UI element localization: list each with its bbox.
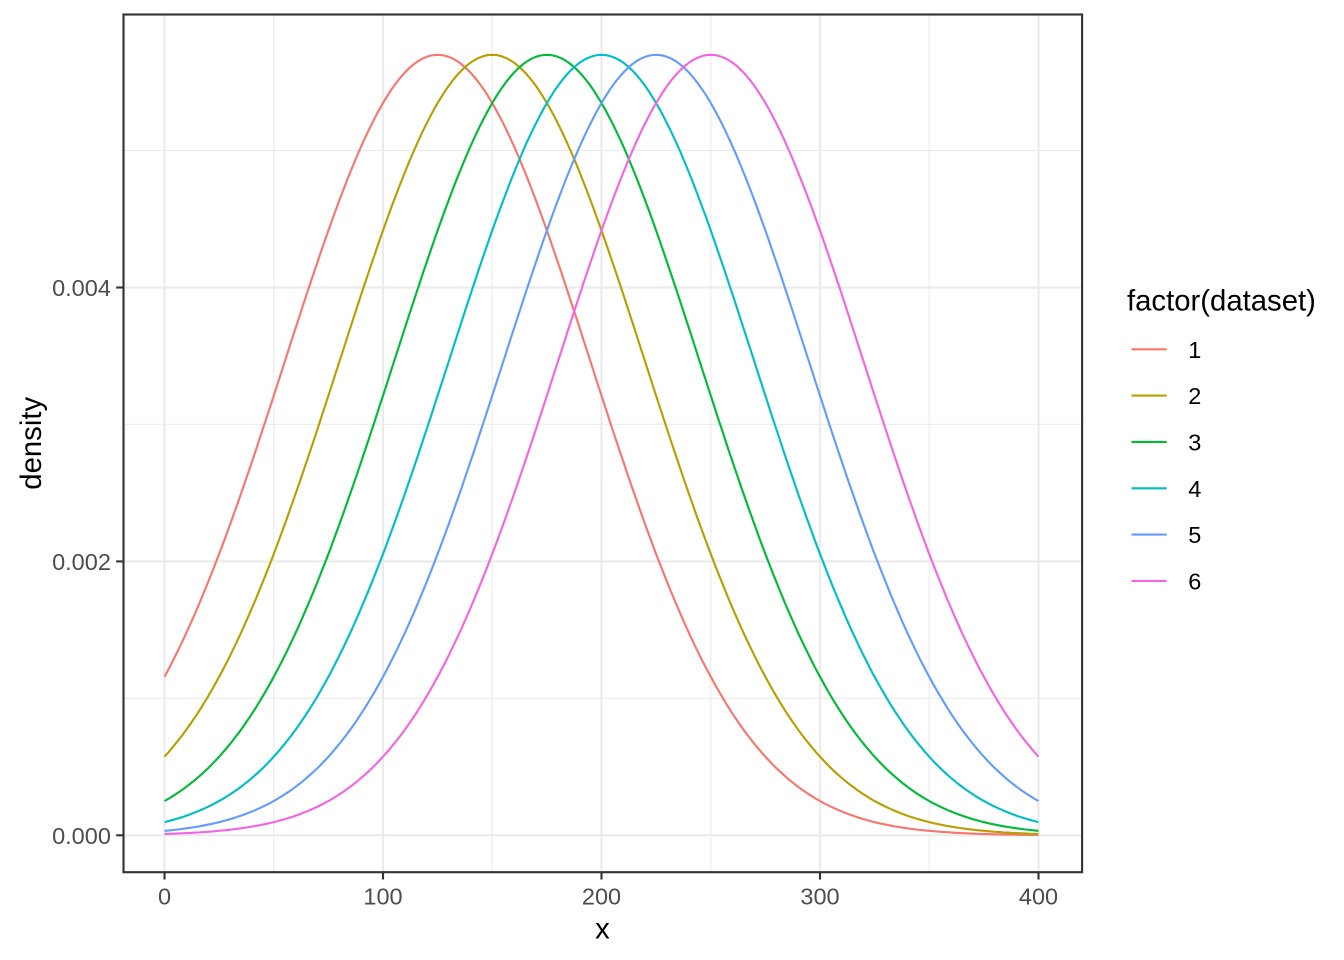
svg-text:5: 5	[1188, 522, 1201, 548]
svg-text:6: 6	[1188, 569, 1201, 595]
svg-text:0.002: 0.002	[52, 549, 111, 575]
svg-text:2: 2	[1188, 383, 1201, 409]
svg-text:0.004: 0.004	[52, 275, 111, 301]
svg-text:0: 0	[158, 884, 171, 910]
svg-text:0.000: 0.000	[52, 823, 111, 849]
svg-text:x: x	[595, 913, 610, 946]
svg-text:100: 100	[363, 884, 402, 910]
svg-text:4: 4	[1188, 476, 1201, 502]
svg-text:200: 200	[582, 884, 621, 910]
svg-text:400: 400	[1019, 884, 1058, 910]
svg-text:density: density	[15, 397, 48, 490]
svg-text:3: 3	[1188, 430, 1201, 456]
svg-text:factor(dataset): factor(dataset)	[1127, 284, 1316, 317]
svg-text:300: 300	[800, 884, 839, 910]
svg-text:1: 1	[1188, 337, 1201, 363]
